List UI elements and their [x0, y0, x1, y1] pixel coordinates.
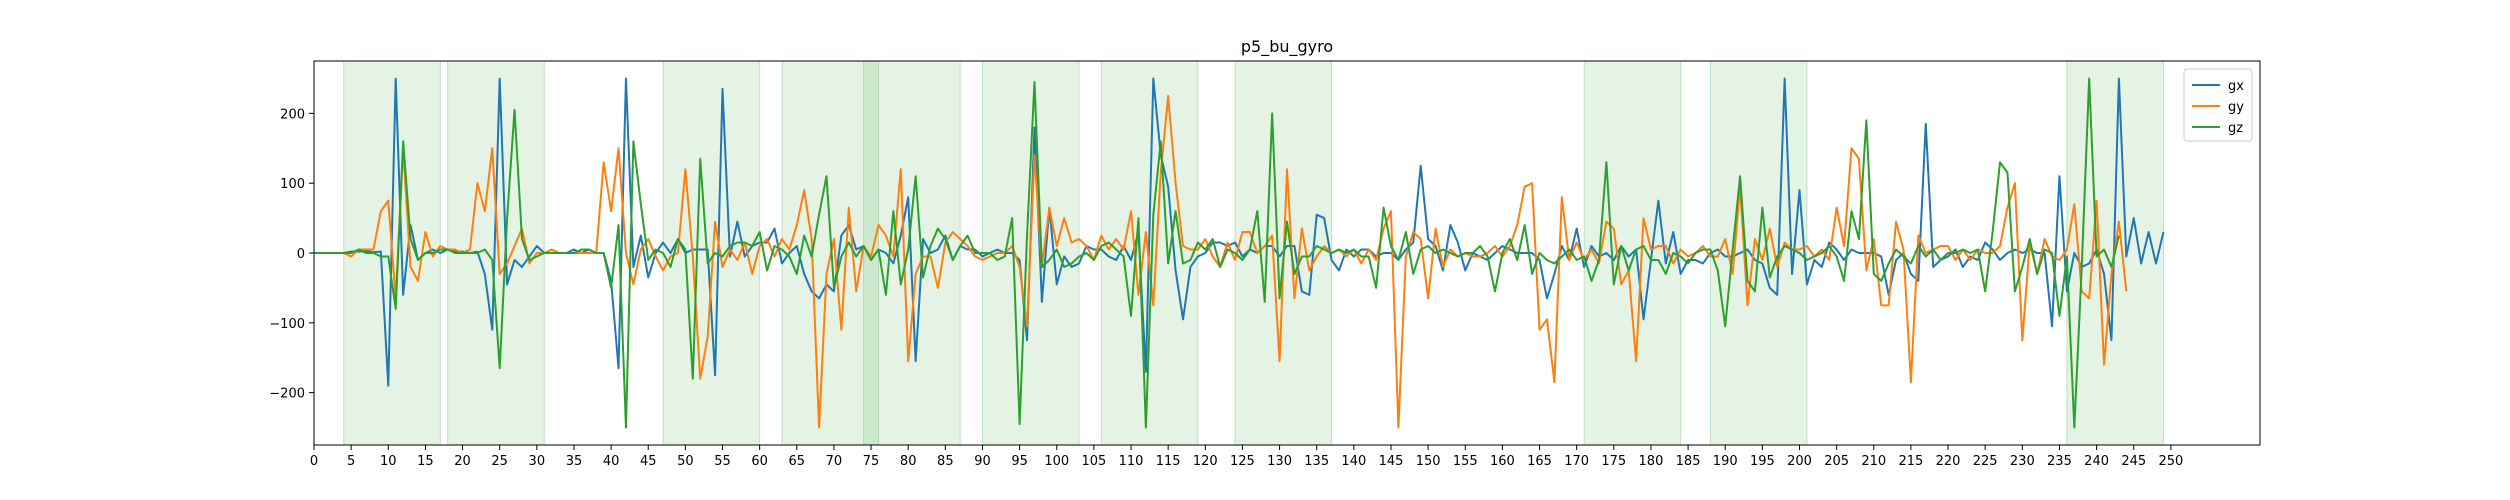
x-tick-label: 5 — [347, 454, 355, 469]
x-tick-label: 120 — [1193, 454, 1218, 469]
y-tick-label: 0 — [297, 247, 305, 262]
x-tick-label: 40 — [603, 454, 620, 469]
legend-label-gz: gz — [2228, 121, 2243, 136]
x-tick-label: 60 — [751, 454, 768, 469]
x-tick-label: 20 — [454, 454, 471, 469]
x-tick-label: 205 — [1824, 454, 1849, 469]
x-tick-label: 15 — [417, 454, 434, 469]
x-tick-label: 30 — [529, 454, 546, 469]
x-tick-label: 175 — [1601, 454, 1626, 469]
x-tick-label: 200 — [1787, 454, 1812, 469]
y-tick-label: 100 — [280, 177, 305, 192]
series-lines — [314, 77, 2165, 429]
x-tick-label: 110 — [1119, 454, 1144, 469]
x-tick-label: 235 — [2047, 454, 2072, 469]
y-tick-label: −200 — [269, 387, 305, 402]
x-tick-label: 150 — [1416, 454, 1441, 469]
x-tick-label: 90 — [974, 454, 991, 469]
x-tick-label: 145 — [1379, 454, 1404, 469]
x-tick-label: 55 — [714, 454, 731, 469]
legend-label-gx: gx — [2228, 79, 2244, 94]
x-tick-label: 125 — [1230, 454, 1255, 469]
legend-label-gy: gy — [2228, 100, 2244, 115]
legend: gx gy gz — [2183, 68, 2253, 142]
x-tick-label: 115 — [1156, 454, 1181, 469]
x-tick-label: 35 — [566, 454, 583, 469]
x-tick-label: 130 — [1267, 454, 1292, 469]
chart-title: p5_bu_gyro — [1241, 37, 1333, 57]
x-tick-label: 240 — [2084, 454, 2109, 469]
x-tick-label: 70 — [826, 454, 843, 469]
x-tick-label: 195 — [1750, 454, 1775, 469]
x-tick-label: 170 — [1564, 454, 1589, 469]
x-tick-label: 0 — [310, 454, 318, 469]
series-line-gz — [314, 77, 2120, 429]
x-tick-label: 80 — [900, 454, 917, 469]
x-tick-label: 85 — [937, 454, 954, 469]
x-axis: 0 5 10 15 20 25 30 35 40 45 50 55 60 65 70 75 80 85 90 95 10… — [310, 445, 2183, 469]
x-tick-label: 245 — [2121, 454, 2146, 469]
x-tick-label: 160 — [1490, 454, 1515, 469]
x-tick-label: 65 — [789, 454, 806, 469]
x-tick-label: 95 — [1011, 454, 1028, 469]
x-tick-label: 10 — [380, 454, 397, 469]
x-tick-label: 75 — [863, 454, 880, 469]
x-tick-label: 185 — [1676, 454, 1701, 469]
x-tick-label: 250 — [2158, 454, 2183, 469]
y-tick-label: −100 — [269, 317, 305, 332]
x-tick-label: 215 — [1898, 454, 1923, 469]
x-tick-label: 220 — [1936, 454, 1961, 469]
x-tick-label: 155 — [1453, 454, 1478, 469]
x-tick-label: 135 — [1304, 454, 1329, 469]
x-tick-label: 190 — [1713, 454, 1738, 469]
x-tick-label: 180 — [1639, 454, 1664, 469]
x-tick-label: 50 — [677, 454, 694, 469]
x-tick-label: 210 — [1861, 454, 1886, 469]
y-axis: −200 −100 0 100 200 — [269, 107, 314, 402]
x-tick-label: 105 — [1081, 454, 1106, 469]
series-line-gy — [314, 94, 2128, 429]
x-tick-label: 25 — [491, 454, 508, 469]
shaded-regions — [343, 60, 2164, 446]
x-tick-label: 45 — [640, 454, 657, 469]
x-tick-label: 140 — [1341, 454, 1366, 469]
x-tick-label: 230 — [2010, 454, 2035, 469]
x-tick-label: 225 — [1973, 454, 1998, 469]
y-tick-label: 200 — [280, 107, 305, 122]
x-tick-label: 165 — [1527, 454, 1552, 469]
x-tick-label: 100 — [1044, 454, 1069, 469]
